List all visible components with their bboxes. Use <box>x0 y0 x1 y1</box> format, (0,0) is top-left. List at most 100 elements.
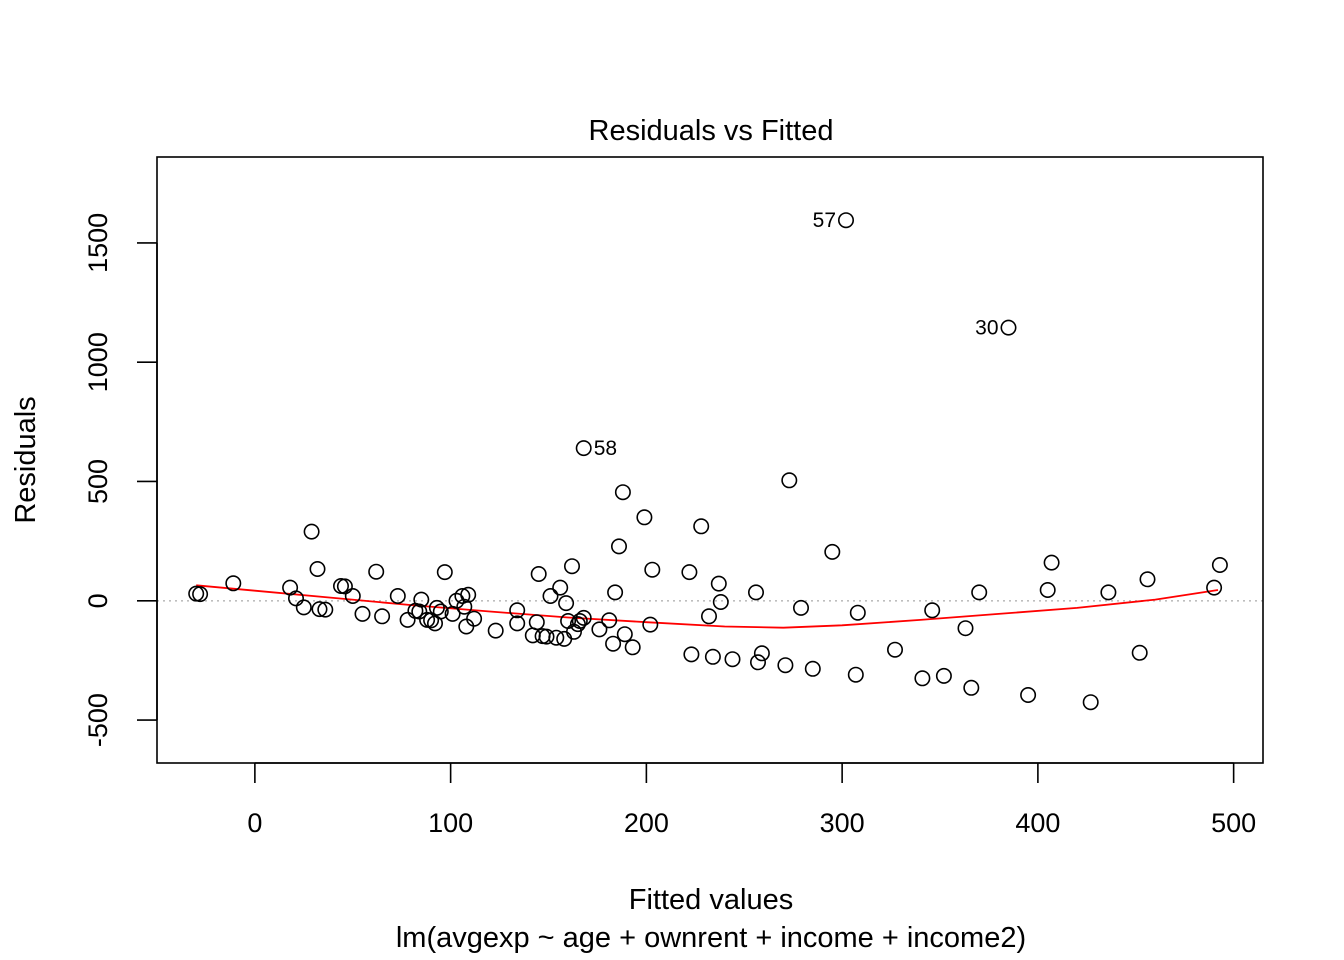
data-point <box>575 440 592 457</box>
data-point <box>601 612 618 629</box>
data-point <box>849 604 866 621</box>
data-point <box>724 651 741 668</box>
data-point <box>575 609 592 626</box>
point-labels: 57 30 58 <box>594 209 999 460</box>
data-point <box>935 667 952 684</box>
data-point <box>605 635 622 652</box>
data-point <box>1043 554 1060 571</box>
data-point <box>509 615 526 632</box>
y-axis-title: Residuals <box>10 396 42 523</box>
data-point <box>700 608 717 625</box>
data-point <box>1082 694 1099 711</box>
x-tick-label: 100 <box>428 808 473 838</box>
data-point <box>683 646 700 663</box>
data-point <box>569 616 586 633</box>
data-point <box>336 578 353 595</box>
data-point <box>368 563 385 580</box>
point-id-label: 30 <box>975 317 998 340</box>
data-point <box>616 626 633 643</box>
x-tick-label: 400 <box>1015 808 1060 838</box>
data-point <box>804 660 821 677</box>
data-point <box>432 603 449 620</box>
data-point <box>792 599 809 616</box>
data-point <box>192 586 209 603</box>
data-point <box>847 666 864 683</box>
data-point <box>1039 581 1056 598</box>
data-point <box>914 670 931 687</box>
data-point <box>466 610 483 627</box>
data-point <box>538 628 555 645</box>
data-point <box>428 599 445 616</box>
y-tick-label: 500 <box>83 459 113 504</box>
data-point <box>1211 556 1228 573</box>
data-point <box>303 523 320 540</box>
data-point <box>607 584 624 601</box>
data-point <box>344 587 361 604</box>
data-point <box>374 608 391 625</box>
data-point <box>837 212 854 229</box>
data-point <box>924 602 941 619</box>
data-point <box>747 584 764 601</box>
x-tick-label: 200 <box>624 808 669 838</box>
data-point <box>571 612 588 629</box>
data-point <box>957 620 974 637</box>
data-point <box>1139 571 1156 588</box>
data-point <box>487 622 504 639</box>
data-point <box>548 629 565 646</box>
data-point <box>552 579 569 596</box>
data-point <box>563 558 580 575</box>
data-point <box>1020 686 1037 703</box>
data-point <box>311 601 328 618</box>
model-formula-subtitle: lm(avgexp ~ age + ownrent + income + inc… <box>396 922 1026 954</box>
plot-area: 57 30 58 <box>156 156 1264 764</box>
data-point <box>781 472 798 489</box>
data-point <box>710 575 727 592</box>
data-point <box>824 543 841 560</box>
data-point <box>1100 584 1117 601</box>
x-tick-label: 500 <box>1211 808 1256 838</box>
point-id-label: 57 <box>813 209 836 232</box>
data-point <box>282 579 299 596</box>
data-point <box>399 611 416 628</box>
x-axis: 0 100 200 300 400 500 <box>247 762 1256 838</box>
y-tick-label: 0 <box>83 593 113 608</box>
data-point <box>777 657 794 674</box>
x-axis-title: Fitted values <box>629 884 793 916</box>
data-point <box>886 641 903 658</box>
data-point <box>971 584 988 601</box>
data-point <box>642 616 659 633</box>
data-point <box>454 587 471 604</box>
data-point <box>458 618 475 635</box>
data-point <box>749 654 766 671</box>
x-tick-label: 300 <box>820 808 865 838</box>
data-point <box>1131 644 1148 661</box>
data-point <box>681 564 698 581</box>
plot-frame <box>156 156 1264 764</box>
data-point <box>309 560 326 577</box>
chart-title: Residuals vs Fitted <box>589 115 834 147</box>
data-point <box>530 565 547 582</box>
x-tick-label: 0 <box>247 808 262 838</box>
y-tick-label: -500 <box>83 693 113 747</box>
data-point <box>704 648 721 665</box>
y-tick-label: 1000 <box>83 332 113 392</box>
data-point <box>354 605 371 622</box>
data-point <box>693 518 710 535</box>
data-point <box>614 484 631 501</box>
point-id-label: 58 <box>594 437 617 460</box>
data-point <box>636 509 653 526</box>
data-point <box>1000 319 1017 336</box>
data-point <box>295 599 312 616</box>
data-point <box>389 587 406 604</box>
data-point <box>644 561 661 578</box>
data-point <box>436 564 453 581</box>
data-point <box>528 614 545 631</box>
data-point <box>963 679 980 696</box>
data-point <box>753 645 770 662</box>
data-point <box>413 591 430 608</box>
data-point <box>591 621 608 638</box>
data-point <box>509 602 526 619</box>
data-point <box>460 586 477 603</box>
data-point <box>542 587 559 604</box>
